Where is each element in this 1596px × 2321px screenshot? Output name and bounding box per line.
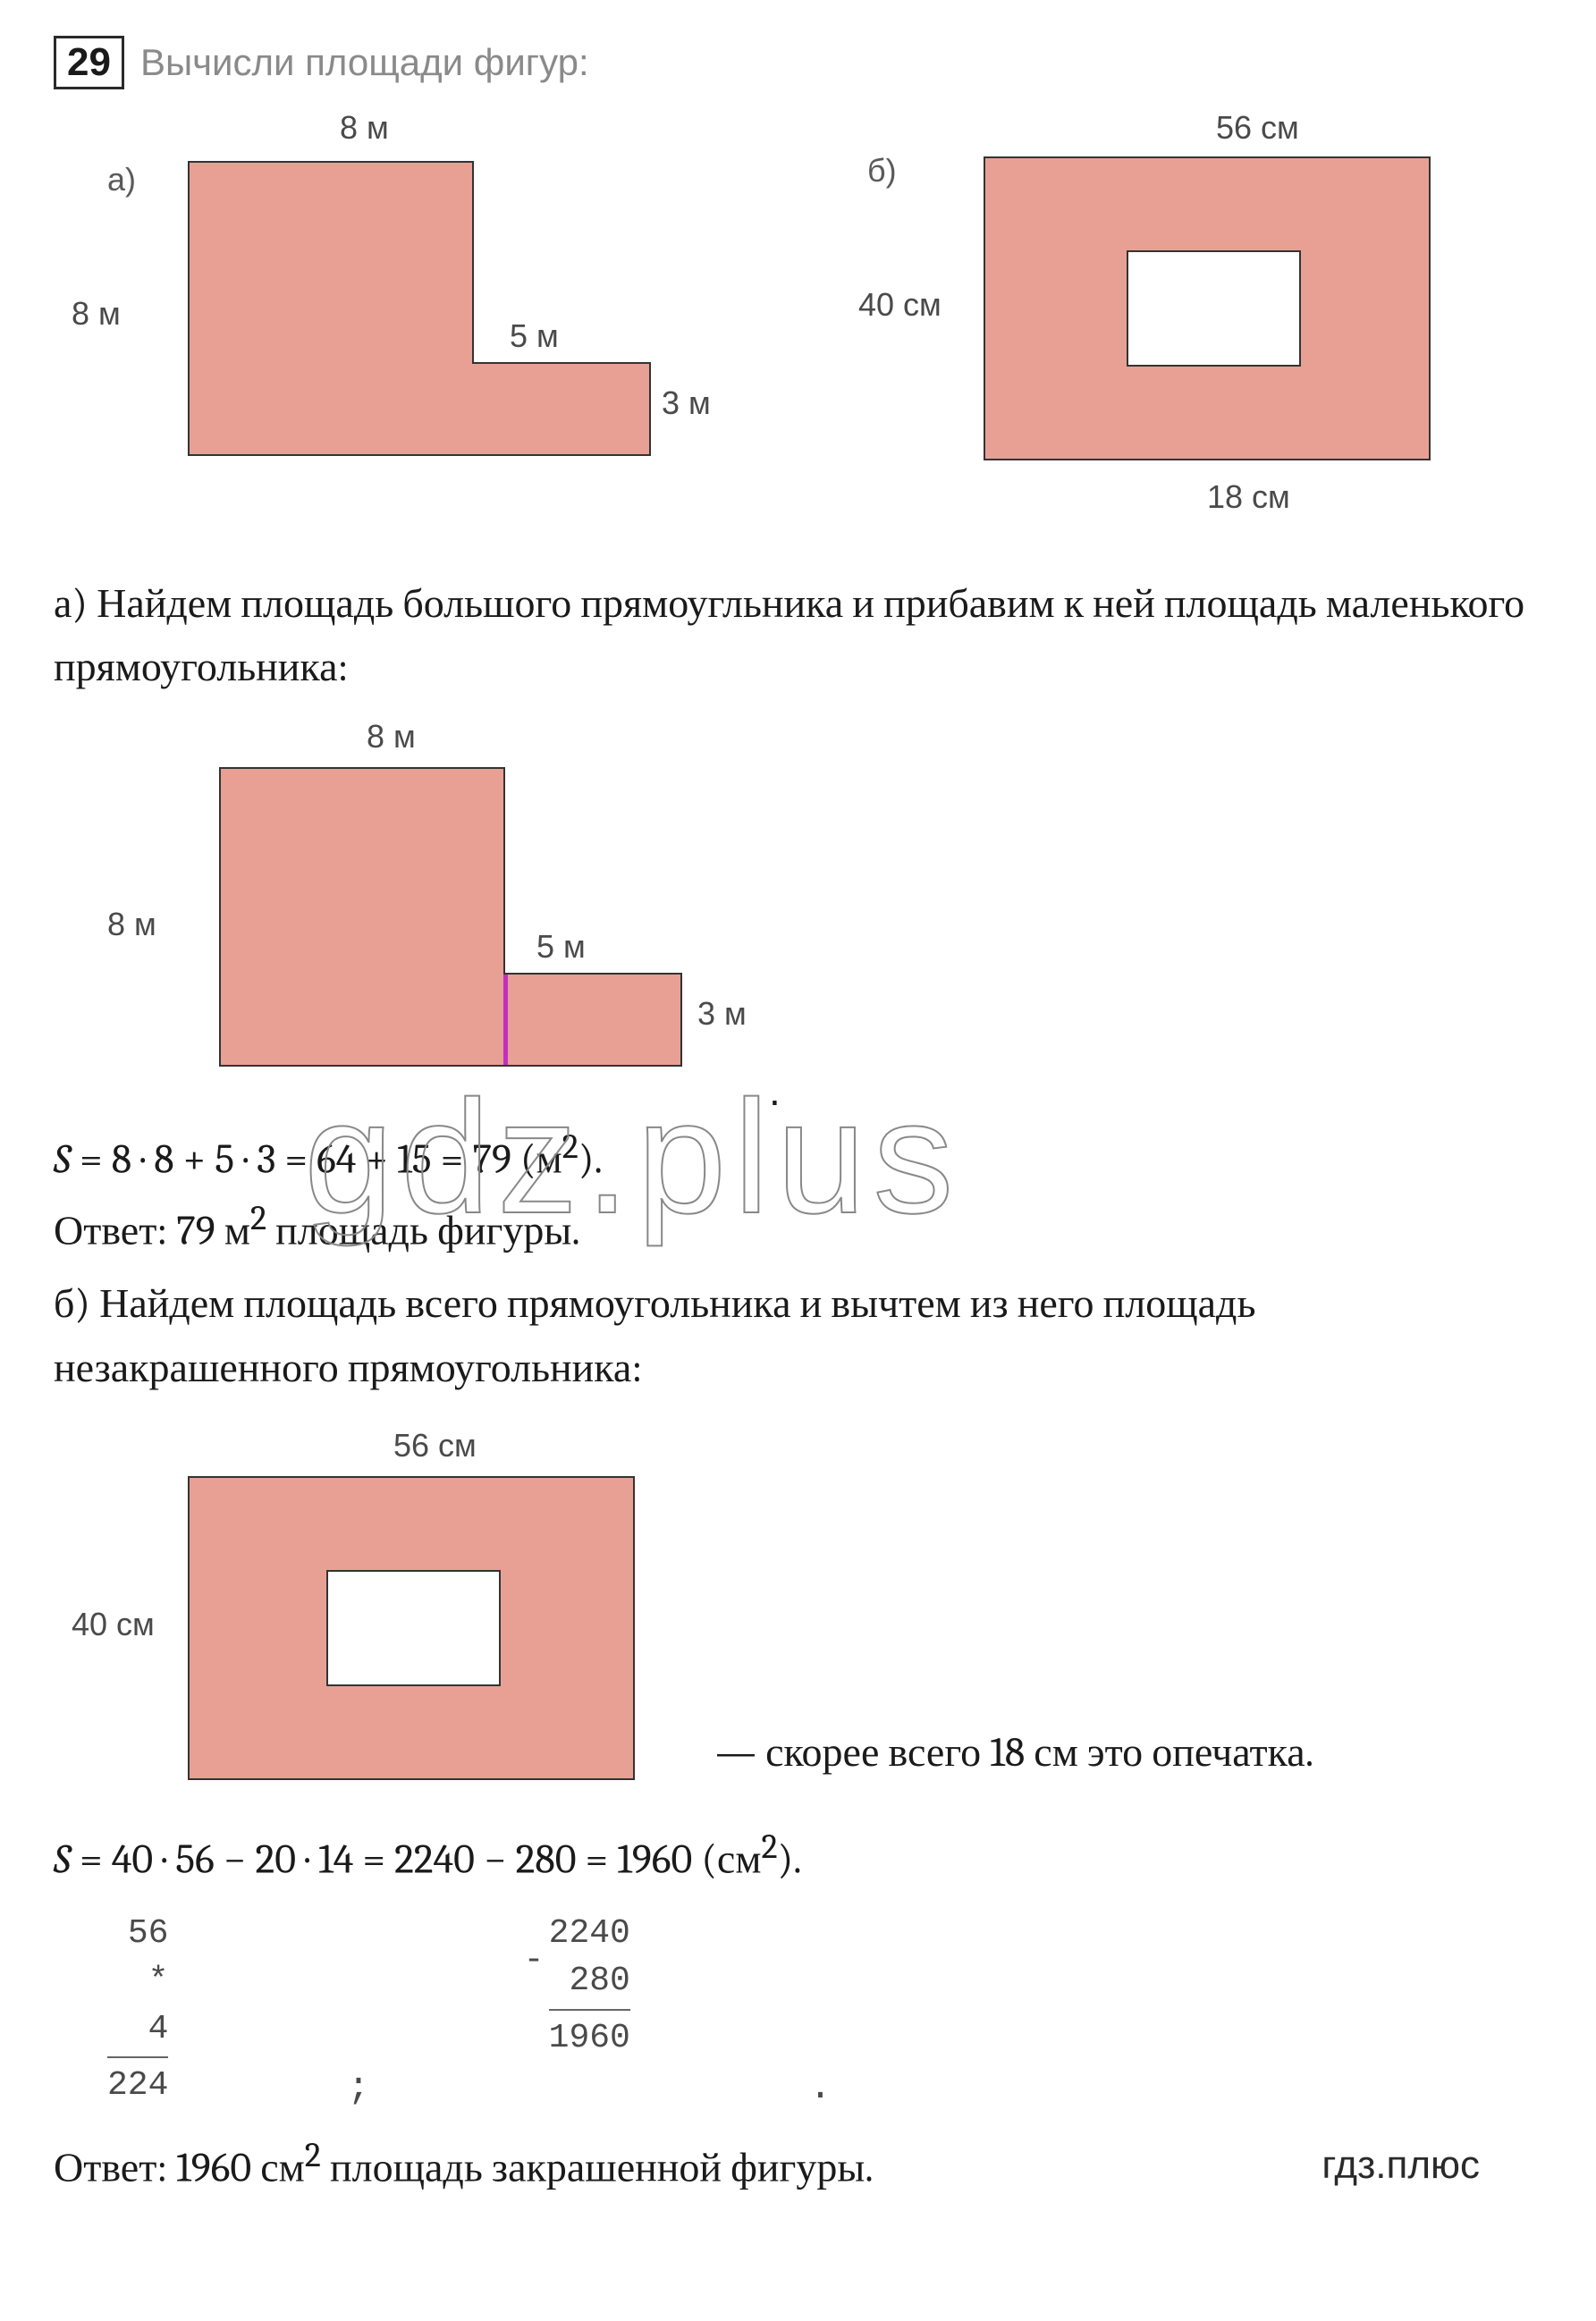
figA-rect-ext [472,362,651,456]
figB-dim-left: 40 см [858,286,942,324]
calc-sep2: . [809,2066,832,2109]
figA2-dim-innerw: 5 м [536,928,586,966]
solutionB-answer: Ответ: 1960 см2 площадь закрашенной фигу… [54,2136,1542,2191]
answerB-sup: 2 [305,2136,321,2175]
figB-dim-bottom: 18 см [1207,478,1290,516]
answerB-suffix: площадь закрашенной фигуры. [321,2144,874,2191]
calc-block: 56 * 4 224 ; 2240 - 280 1960 . [107,1910,1542,2109]
c1-res: 224 [107,2056,168,2109]
formula-S-b: S [54,1836,71,1883]
c1-l3: 4 [107,2005,168,2053]
formula-suffix-a: ). [578,1135,603,1183]
figA2-dim-left: 8 м [107,906,156,943]
figure-a-letter: а) [107,161,136,198]
solutionA-intro: а) Найдем площадь большого прямоугльника… [54,572,1542,700]
problem-title: Вычисли площади фигур: [140,41,589,84]
footer-brand: гдз.плюс [1322,2143,1480,2188]
formula-sup-b: 2 [761,1827,777,1867]
c2-res: 1960 [549,2009,630,2062]
solutionB-formula: S = 40 · 56 − 20 · 14 = 2240 − 280 = 196… [54,1827,1542,1883]
solutionB-intro: б) Найдем площадь всего прямоугольника и… [54,1272,1542,1400]
formula-body-a: = 8 · 8 + 5 · 3 = 64 + 15 = 79 (м [71,1135,562,1183]
c2-l1: 2240 [549,1910,630,1957]
figA2-dim-top: 8 м [367,718,416,755]
figB-dim-top: 56 см [1216,109,1299,147]
formula-S: S [54,1135,71,1183]
figure-b-letter: б) [867,152,897,190]
solutionA-answer: Ответ: 79 м2 площадь фигуры. [54,1199,1542,1254]
answerA-sup: 2 [250,1199,266,1238]
figB2-dim-top: 56 см [393,1427,477,1464]
calc-col-2: 2240 - 280 1960 [549,1910,630,2109]
figure-b-repeat: 56 см 40 см 20 см 14 см [72,1427,697,1802]
solutionB-note: — скорее всего 18 см это опечатка. [715,1721,1313,1785]
figA2-dot: . [769,1067,781,1115]
figure-a: а) 8 м 8 м 5 м 3 м [72,116,733,492]
problem-number: 29 [54,36,124,89]
figA-dim-innerh: 3 м [662,384,711,422]
figB2-rect-hole [326,1570,501,1686]
figure-a-repeat: 8 м 8 м 5 м 3 м . [89,718,787,1111]
formula-sup-a: 2 [562,1127,578,1167]
figA-dim-innerw: 5 м [510,317,559,355]
c1-l1: 56 [107,1910,168,1957]
calc-col-1: 56 * 4 224 [107,1910,168,2109]
answerA-prefix: Ответ: 79 м [54,1207,250,1254]
formula-suffix-b: ). [778,1836,802,1883]
figA2-rect-main [219,767,505,1067]
c1-l2: * [107,1957,168,2004]
calc-sep1: ; [347,2066,369,2109]
figure-b: б) 56 см 40 см 20 см 14 см 18 см [858,116,1502,528]
figA2-highlight [503,975,508,1065]
figA2-rect-ext [503,973,682,1067]
solutionA-formula: S = 8 · 8 + 5 · 3 = 64 + 15 = 79 (м2). [54,1127,1542,1183]
c2-l2: 280 [549,1957,630,2004]
figA2-dim-innerh: 3 м [697,995,747,1033]
problem-header: 29 Вычисли площади фигур: [54,36,1542,89]
figB2-dim-left: 40 см [72,1606,155,1643]
answerB-prefix: Ответ: 1960 см [54,2144,305,2191]
figA-dim-top: 8 м [340,109,389,147]
figures-row: а) 8 м 8 м 5 м 3 м б) 56 см 40 см 20 см … [54,116,1542,528]
figB-rect-hole [1127,250,1301,367]
formula-body-b: = 40 · 56 − 20 · 14 = 2240 − 280 = 1960 … [71,1836,761,1883]
figA-dim-left: 8 м [72,295,121,333]
answerA-suffix: площадь фигуры. [266,1207,580,1254]
c2-sign: - [524,1937,545,1984]
figA-rect-main [188,161,474,456]
